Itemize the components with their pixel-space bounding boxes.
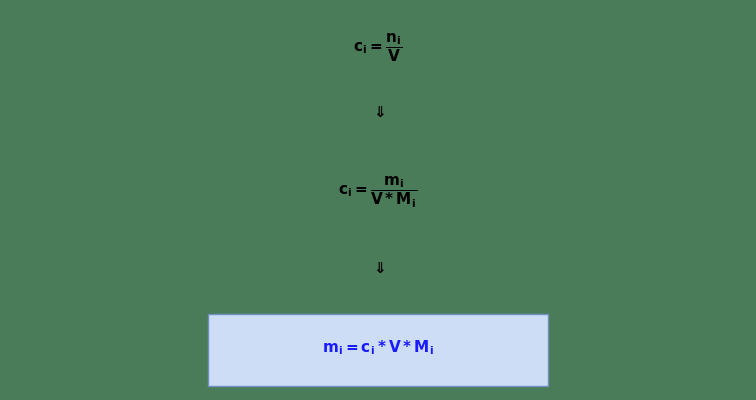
- Text: $\mathbf{c_i = \dfrac{n_i}{V}}$: $\mathbf{c_i = \dfrac{n_i}{V}}$: [353, 32, 403, 64]
- Text: $\mathbf{\Downarrow}$: $\mathbf{\Downarrow}$: [370, 260, 386, 276]
- Text: $\mathbf{c_i = \dfrac{m_i}{V * M_i}}$: $\mathbf{c_i = \dfrac{m_i}{V * M_i}}$: [339, 174, 417, 210]
- FancyBboxPatch shape: [208, 314, 548, 386]
- Text: $\mathbf{\Downarrow}$: $\mathbf{\Downarrow}$: [370, 104, 386, 120]
- Text: $\mathbf{m_i = c_i * V * M_i}$: $\mathbf{m_i = c_i * V * M_i}$: [322, 339, 434, 357]
